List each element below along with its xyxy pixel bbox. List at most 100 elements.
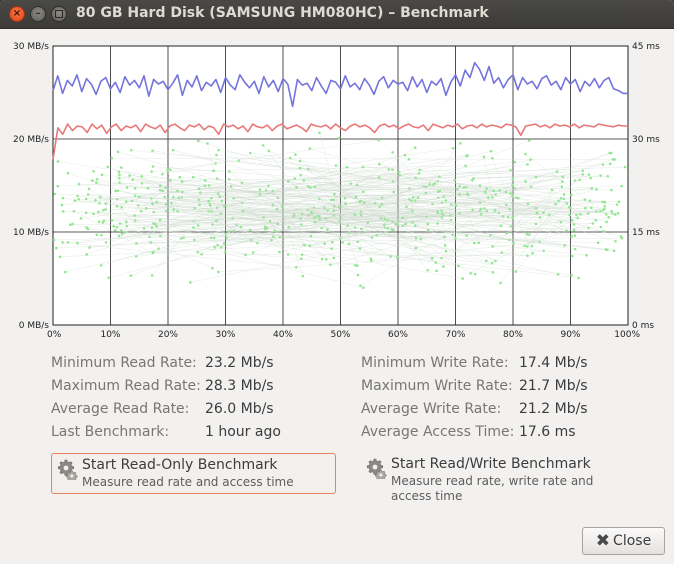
- stat-label: Average Write Rate:: [361, 401, 502, 417]
- access-seek-line: [105, 171, 120, 210]
- access-time-point: [332, 256, 336, 260]
- access-time-point: [303, 243, 306, 247]
- stat-value: 23.2 Mb/s: [205, 355, 274, 371]
- access-seek-line: [200, 186, 562, 193]
- access-seek-line: [308, 186, 468, 194]
- access-seek-line: [108, 239, 252, 278]
- access-time-point: [308, 147, 312, 150]
- access-time-point: [68, 223, 72, 227]
- access-time-point: [473, 241, 476, 245]
- x-axis-tick-label: 40%: [273, 330, 293, 340]
- access-seek-line: [98, 221, 364, 288]
- access-time-point: [155, 225, 158, 228]
- access-time-point: [140, 174, 144, 178]
- x-axis-tick-label: 30%: [215, 330, 235, 340]
- access-time-point: [100, 173, 104, 177]
- access-seek-line: [63, 211, 385, 226]
- stat-avg-access-time: Average Access Time: 17.6 ms: [361, 424, 576, 440]
- access-time-point: [614, 213, 617, 216]
- access-time-point: [498, 188, 501, 192]
- access-time-point: [473, 272, 477, 276]
- window-maximize-button[interactable]: [51, 6, 67, 22]
- access-time-point: [417, 172, 421, 175]
- access-time-point: [104, 208, 107, 211]
- access-time-point: [492, 189, 496, 193]
- access-time-point: [462, 186, 466, 189]
- access-time-point: [101, 221, 105, 224]
- access-seek-line: [269, 221, 281, 238]
- x-axis-tick-label: 0%: [47, 330, 62, 340]
- access-time-point: [161, 172, 164, 176]
- access-time-point: [607, 215, 611, 219]
- access-seek-line: [170, 139, 379, 170]
- x-axis-tick-label: 90%: [560, 330, 580, 340]
- access-seek-line: [98, 211, 241, 228]
- access-time-point: [343, 196, 347, 200]
- minimize-icon: –: [35, 8, 41, 19]
- access-time-point: [329, 263, 332, 267]
- window-minimize-button[interactable]: –: [30, 6, 46, 22]
- access-seek-line: [204, 185, 359, 276]
- access-time-point: [531, 252, 534, 255]
- access-time-point: [139, 210, 143, 213]
- access-time-point: [576, 216, 580, 220]
- access-seek-line: [360, 213, 482, 286]
- access-time-point: [278, 236, 282, 239]
- access-time-point: [151, 251, 155, 255]
- access-seek-line: [61, 178, 295, 206]
- access-time-point: [587, 173, 591, 176]
- access-seek-line: [86, 194, 469, 200]
- access-seek-line: [455, 152, 610, 206]
- stat-label: Average Read Rate:: [51, 401, 190, 417]
- titlebar: × – 80 GB Hard Disk (SAMSUNG HM080HC) – …: [0, 0, 674, 29]
- left-axis-tick-label: 0 MB/s: [19, 321, 50, 331]
- access-seek-line: [299, 167, 565, 195]
- window-close-button[interactable]: ×: [9, 6, 25, 22]
- access-seek-line: [392, 221, 428, 271]
- close-icon: ✖: [595, 531, 611, 551]
- access-seek-line: [134, 210, 601, 216]
- access-seek-line: [428, 229, 565, 246]
- access-time-point: [444, 249, 448, 253]
- access-seek-line: [119, 182, 438, 224]
- right-axis-tick-label: 0 ms: [632, 321, 654, 331]
- access-seek-line: [100, 196, 320, 217]
- access-time-point: [84, 197, 88, 201]
- access-seek-line: [102, 164, 528, 223]
- access-seek-line: [208, 185, 243, 204]
- access-time-point: [571, 254, 574, 258]
- access-seek-line: [314, 183, 435, 218]
- access-seek-line: [242, 207, 325, 212]
- access-time-point: [107, 276, 110, 279]
- access-seek-line: [194, 199, 585, 241]
- x-axis-tick-label: 60%: [388, 330, 408, 340]
- access-time-point: [227, 230, 231, 233]
- access-time-point: [133, 194, 137, 197]
- access-time-point: [360, 227, 363, 231]
- access-time-point: [84, 211, 88, 215]
- access-time-point: [53, 192, 57, 196]
- access-seek-line: [276, 209, 559, 275]
- access-time-point: [494, 259, 497, 263]
- access-seek-line: [483, 156, 493, 198]
- stat-value: 1 hour ago: [205, 424, 281, 440]
- start-read-only-benchmark-button[interactable]: Start Read-Only Benchmark Measure read r…: [51, 453, 336, 494]
- start-read-write-benchmark-button[interactable]: Start Read/Write Benchmark Measure read …: [361, 453, 641, 507]
- access-seek-line: [226, 235, 467, 239]
- access-time-point: [98, 201, 101, 205]
- access-time-point: [465, 154, 468, 158]
- access-time-point: [483, 207, 486, 210]
- access-time-point: [511, 178, 515, 181]
- close-button[interactable]: ✖ Close: [582, 527, 665, 555]
- access-time-point: [178, 176, 182, 179]
- access-time-point: [98, 195, 102, 199]
- access-seek-line: [330, 189, 597, 265]
- access-seek-line: [262, 145, 328, 230]
- access-time-point: [526, 163, 529, 166]
- access-seek-line: [309, 164, 603, 247]
- stat-value: 17.6 ms: [519, 424, 576, 440]
- access-time-point: [309, 234, 313, 238]
- access-seek-line: [207, 143, 214, 171]
- access-time-point: [182, 236, 185, 240]
